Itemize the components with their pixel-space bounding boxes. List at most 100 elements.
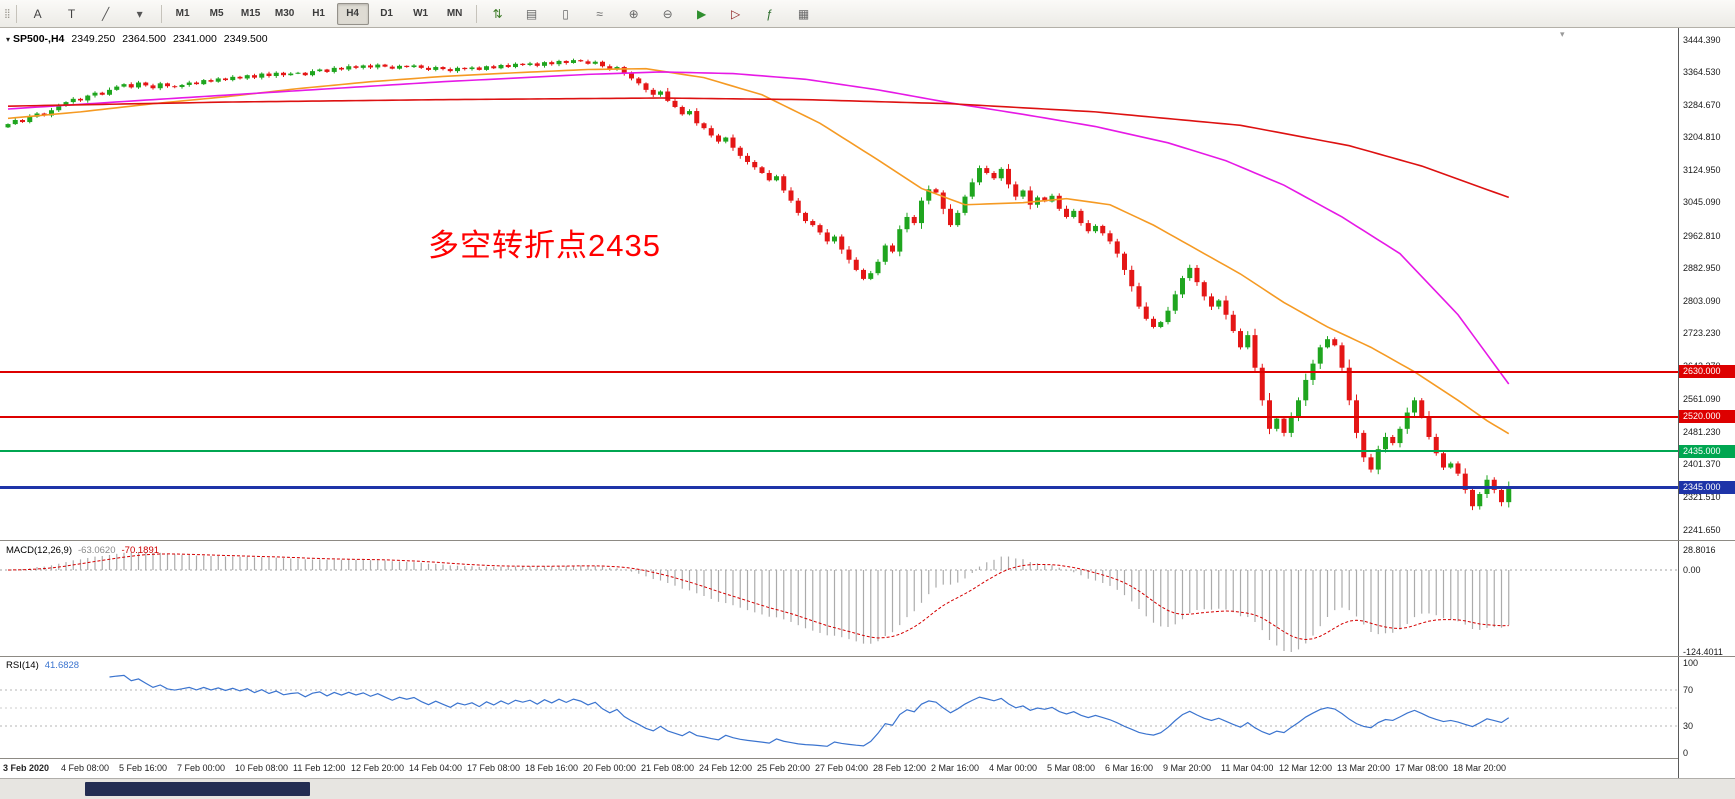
zoom-in-icon[interactable]: ⊕ <box>628 6 639 21</box>
macd-indicator-label: MACD(12,26,9) -63.0620 -70.1891 <box>6 545 159 556</box>
toolbar-separator <box>15 4 17 23</box>
time-axis-label: 28 Feb 12:00 <box>873 763 927 773</box>
price-axis-label: 3364.530 <box>1683 67 1721 78</box>
panel-separator[interactable] <box>0 540 1735 541</box>
macd-axis-label: 0.00 <box>1683 564 1701 575</box>
time-axis-label: 2 Mar 16:00 <box>931 763 980 773</box>
time-axis-label: 20 Feb 00:00 <box>583 763 637 773</box>
price-axis-label: 3204.810 <box>1683 132 1721 143</box>
time-axis-label: 27 Feb 04:00 <box>815 763 869 773</box>
price-axis-label: 2723.230 <box>1683 328 1721 339</box>
time-axis-label: 17 Mar 08:00 <box>1395 763 1449 773</box>
price-badge-2630.000: 2630.000 <box>1679 365 1735 379</box>
hline-2345.000[interactable] <box>0 486 1678 490</box>
price-axis-label: 2882.950 <box>1683 263 1721 274</box>
zoom-out-icon[interactable]: ⊖ <box>662 6 673 21</box>
symbol-period-label: SP500-,H4 <box>13 33 65 45</box>
time-axis-label: 24 Feb 12:00 <box>699 763 753 773</box>
timeframe-button-m15[interactable]: M15 <box>240 8 261 19</box>
time-axis[interactable]: 3 Feb 2020 4 Feb 08:00 5 Feb 16:00 7 Feb 00… <box>0 758 1735 779</box>
timeframe-button-m5[interactable]: M5 <box>209 8 224 19</box>
time-axis-label: 18 Mar 20:00 <box>1453 763 1507 773</box>
templates-icon[interactable]: ▦ <box>797 6 810 21</box>
price-axis-label: 2401.370 <box>1683 459 1721 470</box>
price-axis-label: 3284.670 <box>1683 99 1721 110</box>
low-value: 2341.000 <box>172 33 217 45</box>
time-axis-label: 21 Feb 08:00 <box>641 763 695 773</box>
toolbar-grip[interactable]: ⣿ <box>4 8 11 18</box>
timeframe-button-mn[interactable]: MN <box>446 8 463 19</box>
new-order-icon[interactable]: ⇅ <box>492 6 503 21</box>
chart-dropdown-icon[interactable]: ▾ <box>6 35 11 44</box>
high-value: 2364.500 <box>122 33 166 45</box>
toolbar-separator <box>160 4 162 23</box>
macd-name: MACD(12,26,9) <box>6 545 72 556</box>
time-axis-label: 10 Feb 08:00 <box>235 763 289 773</box>
chart-title: ▾ SP500-,H4 2349.250 2364.500 2341.000 2349.5… <box>6 33 268 45</box>
price-axis-label: 2241.650 <box>1683 524 1721 535</box>
price-chart-canvas[interactable] <box>0 0 1678 778</box>
time-axis-label: 6 Mar 16:00 <box>1105 763 1154 773</box>
price-axis-label: 2481.230 <box>1683 426 1721 437</box>
close-value: 2349.500 <box>223 33 268 45</box>
price-axis-label: 2803.090 <box>1683 295 1721 306</box>
time-axis-label: 18 Feb 16:00 <box>525 763 579 773</box>
rsi-axis-label: 70 <box>1683 684 1694 695</box>
price-axis-label: 3444.390 <box>1683 34 1721 45</box>
toolbar-separator <box>475 4 477 23</box>
line-studies-caret-icon[interactable]: ▾ <box>136 6 143 21</box>
time-axis-label: 14 Feb 04:00 <box>409 763 463 773</box>
time-axis-label: 11 Feb 12:00 <box>293 763 346 773</box>
timeframe-button-m1[interactable]: M1 <box>175 8 190 19</box>
rsi-axis-label: 100 <box>1683 657 1699 668</box>
indicators-icon[interactable]: ƒ <box>766 6 773 21</box>
price-axis-label: 3045.090 <box>1683 197 1721 208</box>
chart-shift-marker[interactable]: ▾ <box>1560 29 1565 39</box>
time-axis-label: 4 Feb 08:00 <box>61 763 110 773</box>
time-axis-label: 11 Mar 04:00 <box>1221 763 1274 773</box>
price-axis[interactable]: 3444.390 3364.530 3284.670 3204.810 3124.950… <box>1678 28 1735 778</box>
chart-text-annotation[interactable]: 多空转折点2435 <box>428 228 661 263</box>
time-axis-label: 9 Mar 20:00 <box>1163 763 1212 773</box>
time-axis-label: 17 Feb 08:00 <box>467 763 521 773</box>
time-axis-label: 4 Mar 00:00 <box>989 763 1038 773</box>
macd-axis-label: 28.8016 <box>1683 545 1716 555</box>
candlestick-chart-icon[interactable]: ▯ <box>562 6 569 21</box>
hline-2520.000[interactable] <box>0 415 1678 418</box>
price-axis-label: 2561.090 <box>1683 394 1721 405</box>
macd-axis-label: -124.4011 <box>1683 646 1723 657</box>
line-chart-icon[interactable]: ≈ <box>596 6 603 21</box>
price-axis-label: 3124.950 <box>1683 164 1721 175</box>
price-axis-label: 2962.810 <box>1683 230 1721 241</box>
price-axis-label: 2321.510 <box>1683 491 1721 502</box>
timeframe-button-h4[interactable]: H4 <box>336 2 369 25</box>
rsi-value: 41.6828 <box>44 660 80 671</box>
chart-shift-icon[interactable]: ▷ <box>730 6 741 21</box>
timeframe-button-m30[interactable]: M30 <box>274 8 295 19</box>
text-label-tool-icon[interactable]: A <box>33 6 42 21</box>
timeframe-button-w1[interactable]: W1 <box>413 8 429 19</box>
time-axis-label: 5 Feb 16:00 <box>119 763 168 773</box>
time-axis-label: 25 Feb 20:00 <box>757 763 811 773</box>
open-value: 2349.250 <box>71 33 116 45</box>
horizontal-scrollbar <box>0 778 1735 799</box>
price-badge-2520.000: 2520.000 <box>1679 410 1735 424</box>
timeframe-button-h1[interactable]: H1 <box>312 8 325 19</box>
text-tool-icon[interactable]: T <box>67 6 76 21</box>
time-axis-label: 7 Feb 00:00 <box>177 763 226 773</box>
time-axis-label: 12 Mar 12:00 <box>1279 763 1333 773</box>
hline-2435.000[interactable] <box>0 450 1678 453</box>
rsi-indicator-label: RSI(14) 41.6828 <box>6 660 79 671</box>
macd-signal-value: -70.1891 <box>121 545 160 556</box>
time-axis-label: 12 Feb 20:00 <box>351 763 405 773</box>
panel-separator[interactable] <box>0 656 1735 657</box>
auto-scroll-icon[interactable]: ▶ <box>696 6 707 21</box>
line-studies-icon[interactable]: ╱ <box>101 6 110 21</box>
hscroll-thumb[interactable] <box>85 782 310 796</box>
timeframe-button-d1[interactable]: D1 <box>380 8 393 19</box>
bar-chart-icon[interactable]: ▤ <box>525 6 538 21</box>
price-badge-2435.000: 2435.000 <box>1679 444 1735 458</box>
time-axis-label: 5 Mar 08:00 <box>1047 763 1096 773</box>
hline-2630.000[interactable] <box>0 370 1678 373</box>
